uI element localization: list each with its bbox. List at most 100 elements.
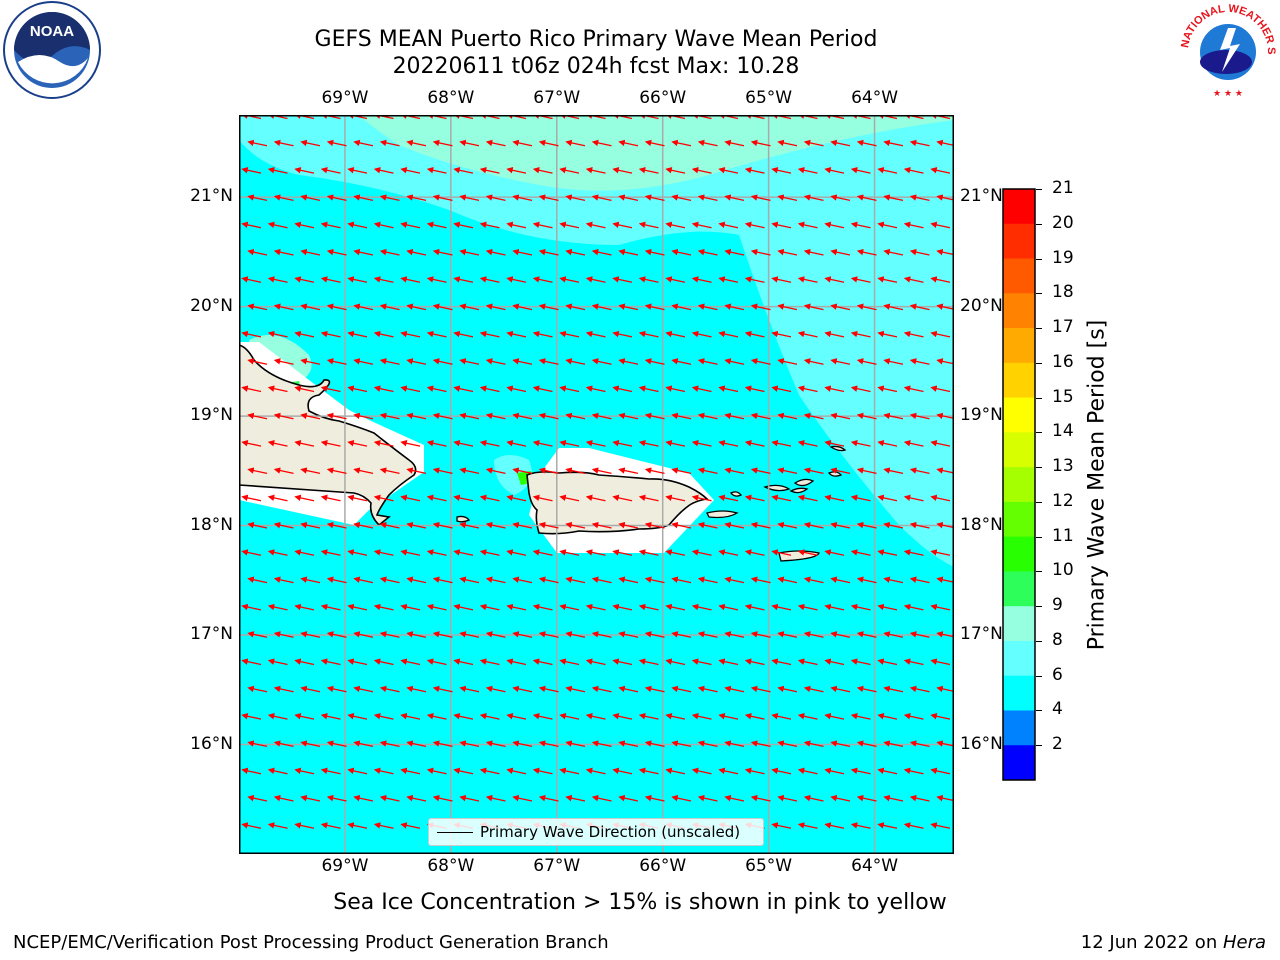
colorbar-tick-mark	[1036, 467, 1042, 469]
wave-direction-arrow	[326, 303, 347, 311]
colorbar-tick-label: 17	[1052, 317, 1074, 338]
wave-direction-arrow	[665, 167, 686, 174]
footer-branch: NCEP/EMC/Verification Post Processing Pr…	[13, 932, 609, 953]
anegada-island	[829, 445, 847, 452]
wave-direction-arrow	[803, 194, 824, 202]
wave-direction-arrow	[803, 139, 824, 147]
wave-direction-arrow	[300, 467, 321, 475]
wave-direction-arrow	[273, 467, 294, 475]
wave-direction-arrow	[665, 385, 686, 393]
wave-direction-arrow	[718, 276, 739, 283]
colorbar-tick-label: 12	[1052, 490, 1074, 511]
wave-direction-arrow	[744, 658, 765, 666]
wave-direction-arrow	[506, 767, 527, 775]
wave-direction-arrow	[273, 631, 294, 638]
colorbar-tick-mark	[1036, 432, 1042, 434]
wave-direction-arrow	[532, 330, 553, 338]
wave-direction-arrow	[744, 494, 765, 502]
wave-direction-arrow	[353, 303, 374, 311]
wave-direction-arrow	[506, 221, 527, 229]
wave-direction-arrow	[824, 221, 845, 229]
wave-direction-arrow	[379, 248, 400, 256]
wave-direction-arrow	[241, 494, 262, 502]
wave-direction-arrow	[565, 412, 586, 420]
wave-direction-arrow	[830, 576, 851, 584]
wave-direction-arrow	[273, 412, 294, 420]
wave-direction-arrow	[273, 139, 294, 147]
wave-direction-arrow	[612, 385, 633, 393]
wave-direction-arrow	[485, 412, 506, 420]
wave-direction-arrow	[591, 521, 612, 529]
wave-direction-arrow	[426, 276, 447, 283]
wave-direction-arrow	[379, 194, 400, 202]
wave-direction-arrow	[591, 303, 612, 311]
wave-direction-arrow	[877, 767, 898, 775]
wave-direction-arrow	[432, 139, 453, 147]
wave-direction-arrow	[353, 685, 374, 693]
wave-direction-arrow	[267, 221, 288, 229]
wave-direction-arrow	[326, 467, 347, 475]
colorbar-tick-label: 11	[1052, 525, 1074, 546]
wave-direction-arrow	[618, 194, 639, 202]
wave-direction-arrow	[883, 521, 904, 529]
wave-direction-arrow	[241, 330, 262, 338]
wave-direction-arrow	[909, 631, 930, 638]
colorbar-tick-mark	[1036, 675, 1042, 677]
wave-direction-arrow	[538, 248, 559, 256]
wave-direction-arrow	[453, 658, 474, 666]
wave-direction-arrow	[326, 685, 347, 693]
wave-direction-arrow	[432, 358, 453, 365]
wave-direction-arrow	[300, 248, 321, 256]
legend-label: Primary Wave Direction (unscaled)	[480, 823, 741, 841]
wave-direction-arrow	[744, 221, 765, 229]
wave-direction-arrow	[565, 576, 586, 584]
wave-direction-arrow	[638, 603, 659, 611]
wave-direction-arrow	[373, 713, 394, 720]
colorbar-swatch	[1003, 710, 1035, 746]
wave-direction-arrow	[294, 549, 315, 556]
wave-direction-arrow	[724, 794, 745, 802]
wave-direction-arrow	[294, 713, 315, 720]
wave-direction-arrow	[850, 276, 871, 283]
wave-direction-arrow	[697, 412, 718, 420]
wave-direction-arrow	[671, 358, 692, 365]
wave-direction-arrow	[406, 631, 427, 638]
wave-direction-arrow	[830, 794, 851, 802]
wave-direction-arrow	[750, 521, 771, 529]
wave-direction-arrow	[326, 412, 347, 420]
colorbar-tick-mark	[1036, 745, 1042, 747]
wave-direction-arrow	[320, 549, 341, 556]
wave-direction-arrow	[750, 685, 771, 693]
wave-direction-arrow	[241, 167, 262, 174]
wave-direction-arrow	[373, 767, 394, 775]
wave-direction-arrow	[665, 494, 686, 502]
wave-direction-arrow	[300, 740, 321, 748]
wave-direction-arrow	[300, 521, 321, 529]
colorbar-swatch	[1003, 293, 1035, 329]
wave-direction-arrow	[903, 221, 924, 229]
wave-direction-arrow	[379, 467, 400, 475]
map-legend: Primary Wave Direction (unscaled)	[428, 818, 764, 846]
wave-direction-arrow	[665, 658, 686, 666]
wave-direction-arrow	[506, 385, 527, 393]
wave-direction-arrow	[771, 167, 792, 174]
wave-direction-arrow	[824, 494, 845, 502]
wave-direction-arrow	[824, 440, 845, 447]
wave-direction-arrow	[665, 767, 686, 775]
wave-direction-arrow	[856, 576, 877, 584]
wave-direction-arrow	[771, 603, 792, 611]
wave-direction-arrow	[267, 603, 288, 611]
wave-direction-arrow	[512, 631, 533, 638]
wave-direction-arrow	[485, 358, 506, 365]
wave-direction-arrow	[903, 658, 924, 666]
wave-direction-arrow	[485, 139, 506, 147]
wave-direction-arrow	[691, 221, 712, 229]
wave-direction-arrow	[618, 248, 639, 256]
wave-direction-arrow	[903, 167, 924, 174]
wave-direction-arrow	[803, 576, 824, 584]
wave-direction-arrow	[777, 358, 798, 365]
wave-direction-arrow	[559, 494, 580, 502]
wave-direction-arrow	[797, 494, 818, 502]
wave-direction-arrow	[830, 358, 851, 365]
wave-direction-arrow	[512, 794, 533, 802]
